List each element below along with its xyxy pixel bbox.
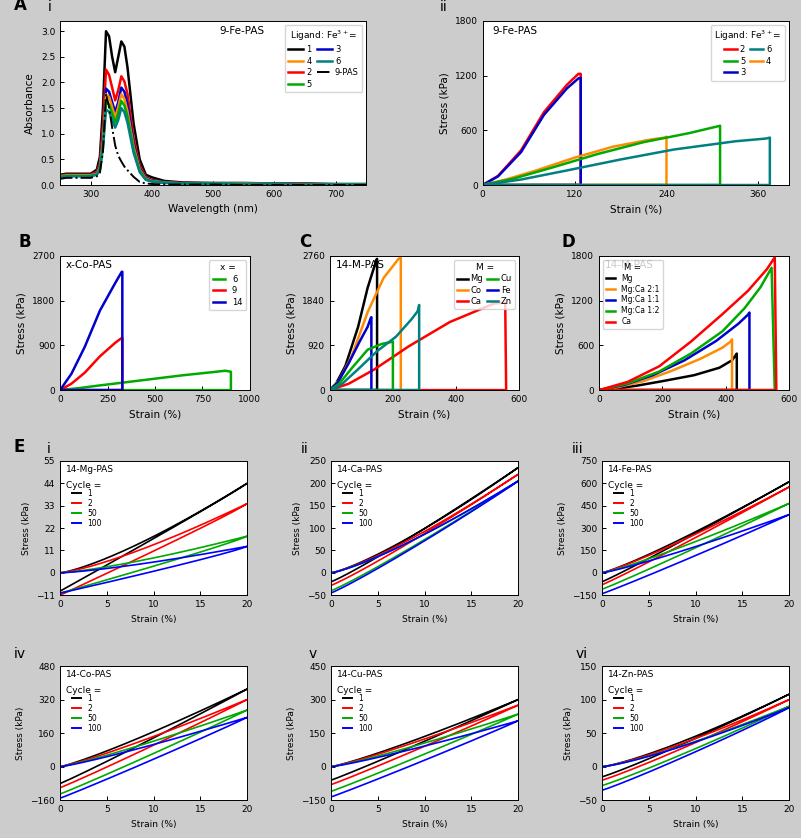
Text: 14-M-PAS: 14-M-PAS	[605, 260, 654, 270]
Text: E: E	[14, 437, 25, 456]
X-axis label: Strain (%): Strain (%)	[402, 614, 447, 623]
Legend: Mg, Mg:Ca 2:1, Mg:Ca 1:1, Mg:Ca 1:2, Ca: Mg, Mg:Ca 2:1, Mg:Ca 1:1, Mg:Ca 1:2, Ca	[603, 260, 662, 329]
X-axis label: Strain (%): Strain (%)	[668, 410, 720, 420]
Legend: 6, 9, 14: 6, 9, 14	[209, 260, 246, 310]
Y-axis label: Stress (kPa): Stress (kPa)	[287, 706, 296, 760]
Text: 14-M-PAS: 14-M-PAS	[336, 260, 384, 270]
Text: ii: ii	[440, 0, 448, 14]
X-axis label: Strain (%): Strain (%)	[673, 820, 718, 829]
Text: 14-Mg-PAS: 14-Mg-PAS	[66, 465, 114, 474]
Text: 14-Zn-PAS: 14-Zn-PAS	[608, 670, 654, 679]
Y-axis label: Stress (kPa): Stress (kPa)	[17, 292, 26, 354]
Text: Cycle =: Cycle =	[66, 481, 101, 490]
Text: i: i	[47, 442, 51, 456]
Text: Cycle =: Cycle =	[66, 686, 101, 696]
Text: 14-Fe-PAS: 14-Fe-PAS	[608, 465, 653, 474]
Legend: 1, 2, 50, 100: 1, 2, 50, 100	[70, 691, 104, 736]
Legend: 1, 4, 2, 5, 3, 6, 9-PAS: 1, 4, 2, 5, 3, 6, 9-PAS	[284, 25, 362, 92]
Y-axis label: Stress (kPa): Stress (kPa)	[439, 72, 449, 134]
Text: iii: iii	[572, 442, 584, 456]
Text: A: A	[14, 0, 27, 14]
Text: i: i	[48, 0, 52, 14]
Legend: 1, 2, 50, 100: 1, 2, 50, 100	[340, 486, 375, 530]
X-axis label: Strain (%): Strain (%)	[131, 614, 176, 623]
Y-axis label: Stress (kPa): Stress (kPa)	[22, 501, 30, 555]
Legend: 2, 5, 3, 6, 4: 2, 5, 3, 6, 4	[710, 25, 785, 80]
Text: Cycle =: Cycle =	[336, 686, 372, 696]
X-axis label: Strain (%): Strain (%)	[398, 410, 451, 420]
Y-axis label: Absorbance: Absorbance	[26, 72, 35, 134]
Y-axis label: Stress (kPa): Stress (kPa)	[292, 501, 302, 555]
Y-axis label: Stress (kPa): Stress (kPa)	[558, 501, 567, 555]
Text: vi: vi	[576, 647, 588, 660]
Text: 14-Co-PAS: 14-Co-PAS	[66, 670, 112, 679]
Legend: 1, 2, 50, 100: 1, 2, 50, 100	[340, 691, 375, 736]
Text: 14-Cu-PAS: 14-Cu-PAS	[336, 670, 383, 679]
X-axis label: Wavelength (nm): Wavelength (nm)	[168, 204, 258, 215]
X-axis label: Strain (%): Strain (%)	[129, 410, 181, 420]
Y-axis label: Stress (kPa): Stress (kPa)	[286, 292, 296, 354]
Legend: 1, 2, 50, 100: 1, 2, 50, 100	[611, 691, 646, 736]
Legend: 1, 2, 50, 100: 1, 2, 50, 100	[611, 486, 646, 530]
X-axis label: Strain (%): Strain (%)	[673, 614, 718, 623]
Text: D: D	[562, 232, 575, 251]
Text: Cycle =: Cycle =	[336, 481, 372, 490]
Text: x-Co-PAS: x-Co-PAS	[66, 260, 113, 270]
Text: 9-Fe-PAS: 9-Fe-PAS	[492, 26, 537, 36]
X-axis label: Strain (%): Strain (%)	[610, 204, 662, 215]
Text: v: v	[308, 647, 317, 660]
Text: B: B	[18, 232, 31, 251]
Legend: 1, 2, 50, 100: 1, 2, 50, 100	[70, 486, 104, 530]
Legend: Mg, Co, Ca, Cu, Fe, Zn: Mg, Co, Ca, Cu, Fe, Zn	[454, 260, 515, 309]
Text: C: C	[300, 232, 312, 251]
Y-axis label: Stress (kPa): Stress (kPa)	[556, 292, 566, 354]
Text: ii: ii	[301, 442, 309, 456]
Text: Cycle =: Cycle =	[608, 686, 643, 696]
Text: iv: iv	[14, 647, 26, 660]
X-axis label: Strain (%): Strain (%)	[402, 820, 447, 829]
Text: Cycle =: Cycle =	[608, 481, 643, 490]
Text: 9-Fe-PAS: 9-Fe-PAS	[219, 26, 264, 36]
Y-axis label: Stress (kPa): Stress (kPa)	[16, 706, 25, 760]
Y-axis label: Stress (kPa): Stress (kPa)	[564, 706, 573, 760]
X-axis label: Strain (%): Strain (%)	[131, 820, 176, 829]
Text: 14-Ca-PAS: 14-Ca-PAS	[336, 465, 383, 474]
